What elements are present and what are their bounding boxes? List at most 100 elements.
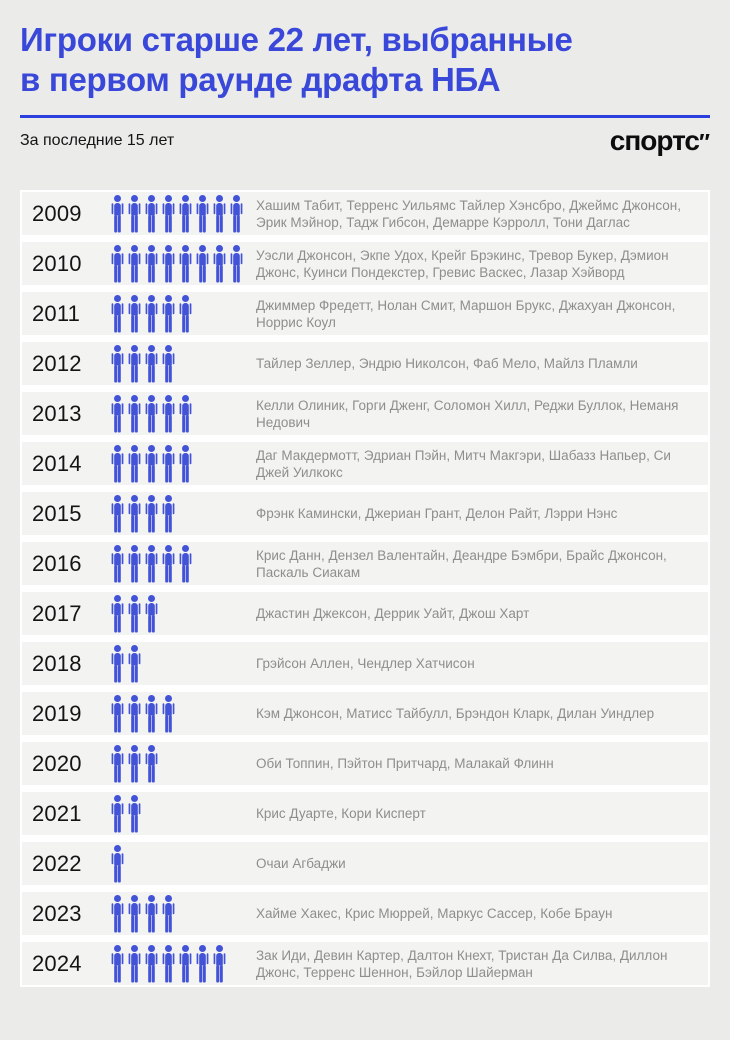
year-label: 2015 (32, 500, 82, 526)
year-row: 2015 Фрэнк Камински, Джериан Грант, Дело… (22, 492, 708, 535)
person-icon (161, 895, 176, 933)
player-icons (110, 645, 256, 683)
year-label: 2014 (32, 450, 82, 476)
player-icons (110, 295, 256, 333)
person-icon (110, 745, 125, 783)
person-icon (110, 595, 125, 633)
person-icon (127, 495, 142, 533)
year-row: 2018 Грэйсон Аллен, Чендлер Хатчисон (22, 642, 708, 685)
player-icons (110, 495, 256, 533)
player-icons (110, 945, 256, 983)
player-icons (110, 895, 256, 933)
year-row: 2014 Даг Макдермотт, Эдриан Пэйн, Митч М… (22, 442, 708, 485)
pictogram-chart: 2009 Хашим Табит, Терренс Уильямс Тайлер… (20, 190, 710, 987)
player-names: Тайлер Зеллер, Эндрю Николсон, Фаб Мело,… (256, 356, 638, 371)
year-label: 2018 (32, 650, 82, 676)
player-icons (110, 845, 256, 883)
person-icon (144, 695, 159, 733)
person-icon (110, 295, 125, 333)
person-icon (110, 895, 125, 933)
year-row: 2017 Джастин Джексон, Деррик Уайт, Джош … (22, 592, 708, 635)
person-icon (144, 295, 159, 333)
subheader-row: За последние 15 лет спортс″ (20, 127, 710, 155)
player-names: Крис Дуарте, Кори Кисперт (256, 806, 426, 821)
person-icon (144, 195, 159, 233)
person-icon (110, 645, 125, 683)
year-label: 2023 (32, 900, 82, 926)
player-icons (110, 695, 256, 733)
year-row: 2016 Крис Данн, Дензел Валентайн, Деандр… (22, 542, 708, 585)
person-icon (127, 595, 142, 633)
year-row: 2023 Хайме Хакес, Крис Мюррей, Маркус Са… (22, 892, 708, 935)
player-names: Фрэнк Камински, Джериан Грант, Делон Рай… (256, 506, 618, 521)
person-icon (144, 545, 159, 583)
year-row: 2022 Очаи Агбаджи (22, 842, 708, 885)
person-icon (161, 195, 176, 233)
year-row: 2011 Джиммер Фредетт, Нолан Смит, Маршон… (22, 292, 708, 335)
person-icon (161, 445, 176, 483)
person-icon (127, 695, 142, 733)
player-names: Даг Макдермотт, Эдриан Пэйн, Митч Макгэр… (256, 447, 671, 480)
person-icon (127, 445, 142, 483)
sports-ru-logo: спортс″ (610, 127, 710, 155)
person-icon (161, 945, 176, 983)
person-icon (178, 245, 193, 283)
player-icons (110, 345, 256, 383)
year-label: 2009 (32, 200, 82, 226)
year-row: 2010 Уэсли Джонсон, Экпе Удох, Крейг Брэ… (22, 242, 708, 285)
page-title: Игроки старше 22 лет, выбранные в первом … (20, 20, 710, 100)
person-icon (127, 245, 142, 283)
person-icon (161, 495, 176, 533)
player-names: Крис Данн, Дензел Валентайн, Деандре Бэм… (256, 547, 667, 580)
person-icon (127, 545, 142, 583)
year-row: 2012 Тайлер Зеллер, Эндрю Николсон, Фаб … (22, 342, 708, 385)
player-names: Уэсли Джонсон, Экпе Удох, Крейг Брэкинс,… (256, 247, 669, 280)
player-names: Келли Олиник, Горги Дженг, Соломон Хилл,… (256, 397, 679, 430)
player-icons (110, 245, 256, 283)
person-icon (144, 445, 159, 483)
person-icon (178, 195, 193, 233)
player-names: Хайме Хакес, Крис Мюррей, Маркус Сассер,… (256, 906, 613, 921)
person-icon (127, 395, 142, 433)
person-icon (178, 395, 193, 433)
person-icon (127, 745, 142, 783)
person-icon (161, 695, 176, 733)
person-icon (212, 945, 227, 983)
person-icon (110, 845, 125, 883)
person-icon (144, 945, 159, 983)
year-label: 2024 (32, 950, 82, 976)
person-icon (144, 395, 159, 433)
person-icon (178, 545, 193, 583)
person-icon (110, 495, 125, 533)
person-icon (110, 545, 125, 583)
player-names: Зак Иди, Девин Картер, Далтон Кнехт, Три… (256, 947, 668, 980)
page-title-line1: Игроки старше 22 лет, выбранные (20, 21, 573, 58)
subtitle: За последние 15 лет (20, 132, 175, 149)
player-icons (110, 595, 256, 633)
person-icon (110, 395, 125, 433)
person-icon (195, 245, 210, 283)
person-icon (110, 795, 125, 833)
person-icon (127, 295, 142, 333)
person-icon (161, 395, 176, 433)
person-icon (161, 345, 176, 383)
person-icon (127, 945, 142, 983)
header: Игроки старше 22 лет, выбранные в первом … (0, 0, 730, 155)
person-icon (161, 245, 176, 283)
year-row: 2013 Келли Олиник, Горги Дженг, Соломон … (22, 392, 708, 435)
year-label: 2012 (32, 350, 82, 376)
person-icon (110, 195, 125, 233)
player-icons (110, 545, 256, 583)
person-icon (127, 345, 142, 383)
person-icon (144, 345, 159, 383)
person-icon (110, 345, 125, 383)
page-title-line2: в первом раунде драфта НБА (20, 61, 501, 98)
year-label: 2020 (32, 750, 82, 776)
year-label: 2017 (32, 600, 82, 626)
person-icon (161, 295, 176, 333)
person-icon (127, 895, 142, 933)
year-label: 2010 (32, 250, 82, 276)
person-icon (178, 945, 193, 983)
year-label: 2013 (32, 400, 82, 426)
title-divider (20, 115, 710, 118)
